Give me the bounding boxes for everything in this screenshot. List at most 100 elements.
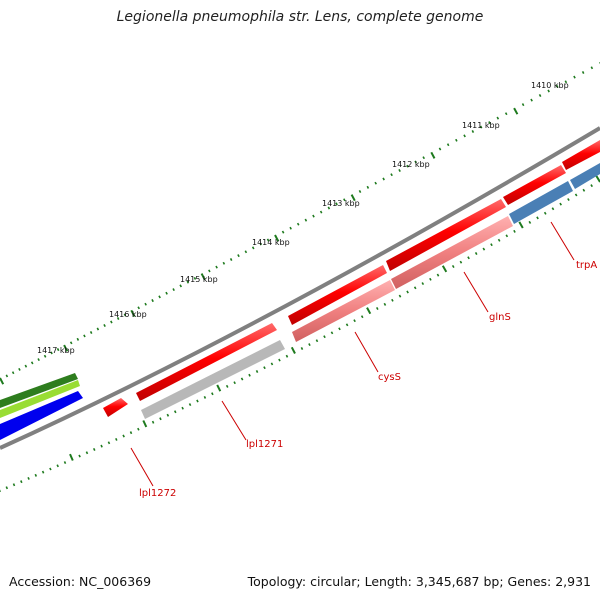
cds-right-rev (570, 163, 600, 189)
kbp-label: 1415 kbp (180, 275, 218, 284)
minor-tick (399, 295, 400, 297)
minor-tick (204, 396, 205, 398)
minor-tick (453, 265, 454, 267)
minor-tick (264, 367, 265, 369)
minor-tick (483, 248, 484, 250)
minor-tick (19, 368, 20, 370)
minor-tick (209, 270, 210, 272)
minor-tick (391, 174, 392, 176)
minor-tick (242, 378, 243, 380)
minor-tick (159, 296, 160, 298)
minor-tick (574, 76, 575, 78)
minor-tick (43, 471, 44, 473)
kbp-label: 1414 kbp (252, 238, 290, 247)
gene-label-glnS: glnS (489, 312, 511, 323)
major-tick (443, 266, 447, 272)
minor-tick (14, 484, 15, 486)
minor-tick (568, 199, 569, 201)
minor-tick (392, 299, 393, 301)
minor-tick (231, 258, 232, 260)
leader-cysS (355, 332, 378, 372)
minor-tick (77, 338, 78, 340)
minor-tick (359, 190, 360, 192)
minor-tick (491, 244, 492, 246)
gene-label-lpl1272: lpl1272 (139, 488, 176, 499)
minor-tick (377, 307, 378, 309)
minor-tick (50, 468, 51, 470)
minor-tick (234, 382, 235, 384)
kbp-label: 1416 kbp (109, 310, 147, 319)
minor-tick (190, 404, 191, 406)
major-tick (431, 152, 434, 158)
minor-tick (324, 336, 325, 338)
minor-tick (468, 257, 469, 259)
minor-tick (153, 421, 154, 423)
minor-tick (21, 481, 22, 483)
minor-tick (35, 474, 36, 476)
minor-tick (38, 359, 39, 361)
minor-tick (123, 435, 124, 437)
minor-tick (552, 208, 553, 210)
minor-tick (94, 448, 95, 450)
minor-tick (439, 148, 440, 150)
minor-tick (131, 432, 132, 434)
cds-right-fwd (562, 140, 600, 170)
minor-tick (309, 344, 310, 346)
minor-tick (506, 113, 507, 115)
major-tick (367, 308, 370, 314)
scale-ticks (0, 62, 600, 492)
minor-tick (175, 411, 176, 413)
minor-tick (298, 223, 299, 225)
minor-tick (362, 316, 363, 318)
minor-tick (423, 157, 424, 159)
major-tick (292, 347, 295, 353)
minor-tick (238, 255, 239, 257)
minor-tick (529, 221, 530, 223)
minor-tick (545, 212, 546, 214)
major-tick (0, 378, 3, 384)
kbp-label: 1410 kbp (531, 81, 569, 90)
leader-lpl1271 (222, 401, 246, 440)
minor-tick (301, 347, 302, 349)
minor-tick (160, 418, 161, 420)
genome-backbone (0, 128, 600, 448)
minor-tick (91, 331, 92, 333)
minor-tick (104, 324, 105, 326)
minor-tick (279, 359, 280, 361)
leader-lpl1272 (131, 448, 153, 486)
minor-tick (384, 303, 385, 305)
minor-tick (591, 185, 592, 187)
minor-tick (167, 414, 168, 416)
genome-summary-text: Topology: circular; Length: 3,345,687 bp… (248, 574, 591, 589)
minor-tick (499, 239, 500, 241)
minor-tick (506, 235, 507, 237)
minor-tick (111, 321, 112, 323)
minor-tick (476, 252, 477, 254)
minor-tick (415, 287, 416, 289)
kbp-label: 1413 kbp (322, 199, 360, 208)
minor-tick (45, 355, 46, 357)
leader-trpA (551, 222, 574, 260)
accession-text: Accession: NC_006369 (9, 574, 151, 589)
minor-tick (32, 362, 33, 364)
minor-tick (583, 189, 584, 191)
minor-tick (180, 285, 181, 287)
minor-tick (321, 211, 322, 213)
minor-tick (375, 182, 376, 184)
minor-tick (548, 90, 549, 92)
minor-tick (227, 385, 228, 387)
leader-glnS (464, 272, 488, 312)
minor-tick (464, 135, 465, 137)
minor-tick (523, 104, 524, 106)
minor-tick (331, 332, 332, 334)
minor-tick (245, 251, 246, 253)
major-tick (514, 108, 517, 114)
minor-tick (383, 178, 384, 180)
minor-tick (430, 278, 431, 280)
minor-tick (253, 247, 254, 249)
minor-tick (216, 266, 217, 268)
minor-tick (437, 274, 438, 276)
minor-tick (57, 465, 58, 467)
cds-trpA-rev (509, 181, 573, 224)
minor-tick (347, 324, 348, 326)
